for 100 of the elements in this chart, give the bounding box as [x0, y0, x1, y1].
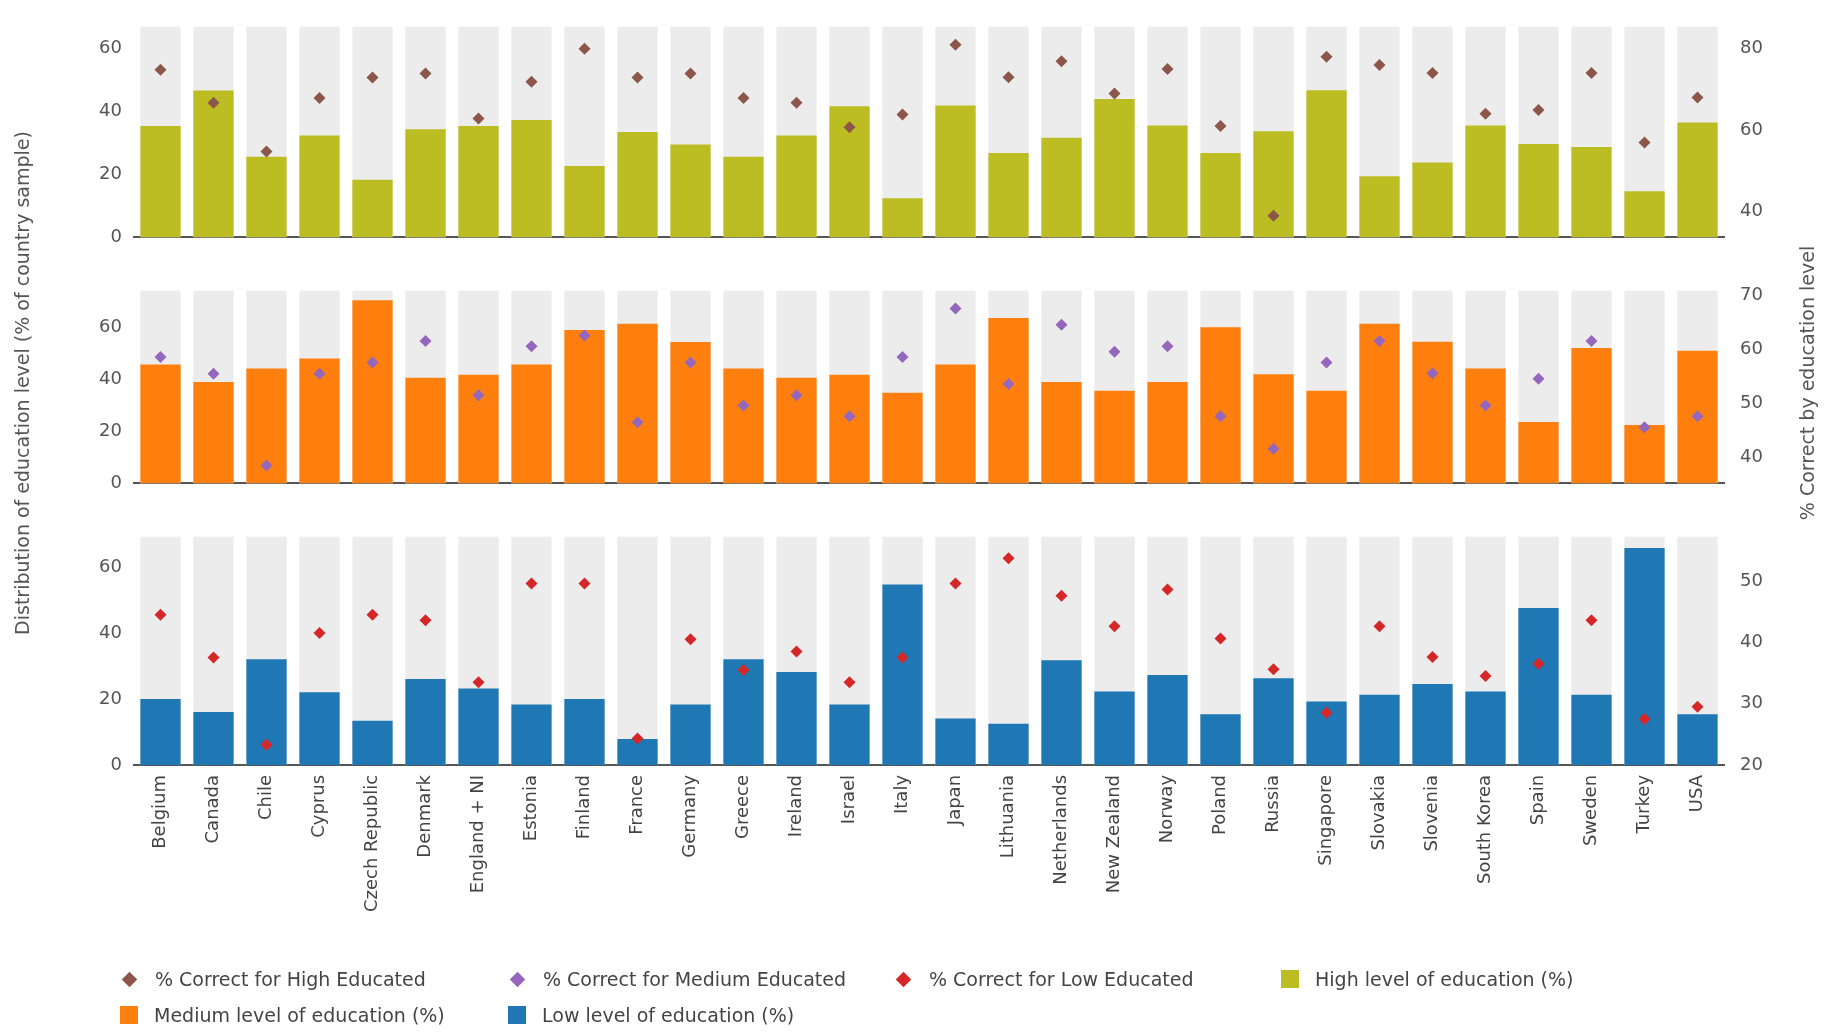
bar [352, 720, 393, 765]
point [1479, 670, 1492, 683]
x-tick-label: Chile [254, 774, 276, 821]
point [1267, 663, 1280, 676]
point [260, 738, 273, 751]
x-tick-label: France [625, 774, 647, 835]
point [843, 676, 856, 689]
y2-tick-label: 30 [1740, 691, 1763, 713]
bar [1677, 714, 1718, 765]
point [207, 367, 220, 380]
point [1320, 356, 1333, 369]
point [260, 145, 273, 158]
point [1108, 620, 1121, 633]
point [366, 71, 379, 84]
point [1002, 71, 1015, 84]
y2-tick-label: 40 [1740, 629, 1763, 651]
bar [299, 692, 340, 765]
point [1532, 657, 1545, 670]
point [1161, 583, 1174, 596]
bar [1624, 424, 1665, 484]
bar [1359, 176, 1400, 238]
point [1532, 372, 1545, 385]
y2-tick-label: 50 [1740, 568, 1763, 590]
bar [935, 718, 976, 765]
x-tick-label: Singapore [1314, 774, 1336, 866]
point [525, 340, 538, 353]
point [1373, 334, 1386, 347]
x-tick-label: Canada [201, 774, 223, 844]
x-tick-label: England + NI [466, 774, 488, 894]
point [207, 96, 220, 109]
x-tick-label: Lithuania [996, 774, 1018, 859]
point [525, 75, 538, 88]
bar [1200, 714, 1241, 765]
bar [988, 723, 1029, 765]
x-tick-label: Sweden [1579, 774, 1601, 847]
point [1585, 614, 1598, 627]
point [1214, 119, 1227, 132]
point [896, 351, 909, 364]
point [366, 356, 379, 369]
bar [670, 704, 711, 765]
point [1108, 87, 1121, 100]
point [1055, 55, 1068, 68]
legend-label: % Correct for Low Educated [929, 968, 1194, 990]
point [419, 334, 432, 347]
bar [1518, 422, 1559, 484]
x-tick-label: Greece [731, 774, 753, 840]
bar [1094, 691, 1135, 765]
point [1161, 340, 1174, 353]
point [737, 399, 750, 412]
point [843, 410, 856, 423]
point [684, 356, 697, 369]
point [525, 577, 538, 590]
y-tick-label: 20 [99, 686, 122, 708]
x-tick-label: Slovakia [1367, 774, 1389, 851]
x-tick-label: Germany [678, 774, 700, 858]
point [1320, 706, 1333, 719]
point [419, 614, 432, 627]
point [366, 608, 379, 621]
x-tick-label: Norway [1155, 774, 1177, 844]
point [684, 633, 697, 646]
bar [882, 198, 923, 238]
point [1373, 58, 1386, 71]
point [1532, 104, 1545, 117]
point [1214, 410, 1227, 423]
y-tick-label: 0 [110, 224, 122, 246]
point [949, 577, 962, 590]
point [631, 71, 644, 84]
x-tick-label: Finland [572, 774, 594, 840]
point [949, 38, 962, 51]
y-tick-label: 0 [110, 752, 122, 774]
bar [1571, 694, 1612, 765]
point [1638, 421, 1651, 434]
bar [1624, 191, 1665, 238]
point [631, 732, 644, 745]
bar [140, 699, 181, 765]
point [631, 416, 644, 429]
point [896, 651, 909, 664]
x-tick-label: Italy [890, 774, 912, 815]
bar [511, 704, 552, 765]
point [154, 63, 167, 76]
bar [193, 711, 234, 765]
bar [1465, 691, 1506, 765]
y2-tick-label: 40 [1740, 445, 1763, 466]
bar [1306, 701, 1347, 765]
point [1002, 378, 1015, 391]
bar [1359, 694, 1400, 765]
x-tick-label: Russia [1261, 774, 1283, 833]
y-tick-label: 40 [99, 366, 122, 388]
point [472, 112, 485, 125]
point [1055, 318, 1068, 331]
point [1585, 334, 1598, 347]
point [1267, 442, 1280, 455]
bar [617, 738, 658, 765]
point [578, 42, 591, 55]
x-tick-label: Cyprus [307, 774, 329, 838]
point [1161, 63, 1174, 76]
point [313, 91, 326, 104]
bar [829, 704, 870, 765]
x-tick-label: Denmark [413, 774, 435, 858]
y-axis-title: Distribution of education level (% of country sample) [10, 131, 33, 635]
